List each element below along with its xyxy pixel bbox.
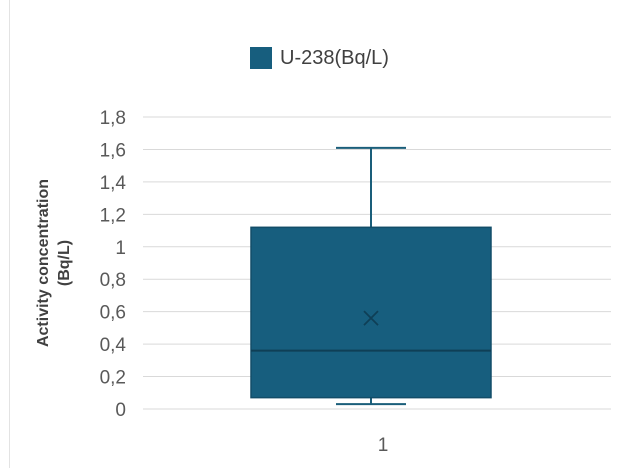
y-tick-label: 0,4 <box>100 335 127 356</box>
legend-label: U-238(Bq/L) <box>280 46 389 69</box>
y-tick-label: 1 <box>115 238 126 259</box>
y-tick-label: 0 <box>115 400 126 421</box>
x-tick-label: 1 <box>378 435 389 456</box>
y-tick-label: 0,8 <box>100 270 126 291</box>
y-tick-label: 0,2 <box>100 368 126 389</box>
chart-border <box>9 0 10 468</box>
y-tick-label: 0,6 <box>100 303 126 324</box>
box-iqr <box>250 226 492 399</box>
y-tick-label: 1,8 <box>100 108 126 129</box>
y-tick-label: 1,4 <box>100 173 127 194</box>
legend-swatch <box>250 47 272 69</box>
y-tick-label: 1,2 <box>100 205 126 226</box>
legend: U-238(Bq/L) <box>250 44 389 72</box>
mean-marker-stroke <box>363 310 379 326</box>
y-tick-label: 1,6 <box>100 140 126 161</box>
